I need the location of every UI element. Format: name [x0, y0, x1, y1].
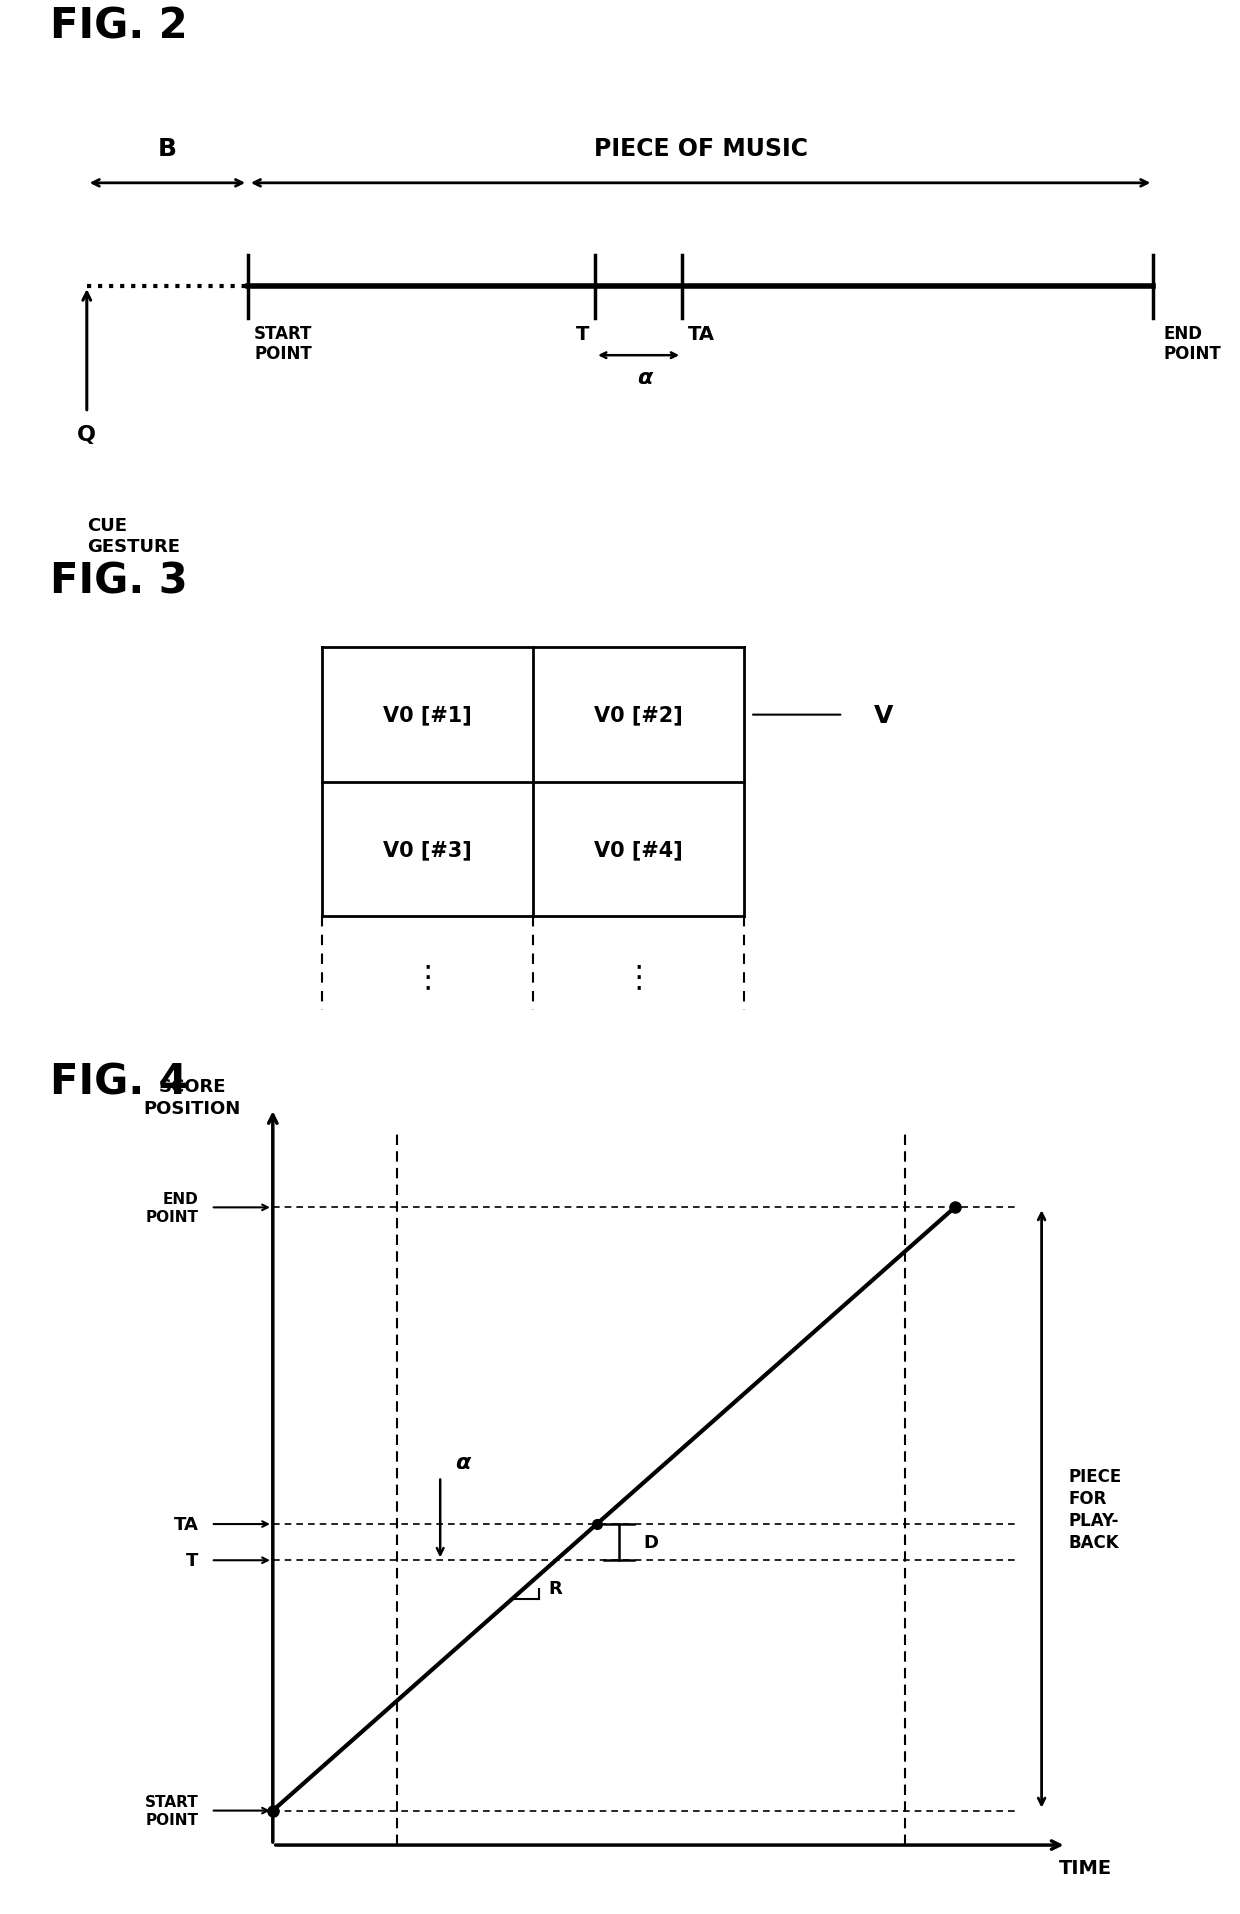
Text: α: α — [637, 367, 652, 387]
Text: START
POINT: START POINT — [145, 1795, 198, 1826]
Text: PIECE
FOR
PLAY-
BACK: PIECE FOR PLAY- BACK — [1069, 1466, 1122, 1552]
Text: D: D — [644, 1533, 658, 1552]
Text: T: T — [575, 323, 589, 343]
Text: TA: TA — [174, 1516, 198, 1533]
Text: TA: TA — [688, 323, 715, 343]
Text: END
POINT: END POINT — [1163, 323, 1221, 364]
Text: V: V — [874, 702, 894, 727]
Text: V0 [#2]: V0 [#2] — [594, 704, 683, 725]
Text: START
POINT: START POINT — [254, 323, 312, 364]
Text: FIG. 2: FIG. 2 — [50, 6, 187, 48]
Text: END
POINT: END POINT — [145, 1192, 198, 1223]
Text: B: B — [157, 136, 177, 161]
Text: R: R — [549, 1579, 563, 1596]
Text: ⋮: ⋮ — [413, 963, 443, 991]
Text: FIG. 4: FIG. 4 — [50, 1060, 187, 1102]
Text: ⋮: ⋮ — [624, 963, 653, 991]
Text: Q: Q — [77, 425, 97, 444]
Text: SCORE
POSITION: SCORE POSITION — [144, 1078, 241, 1118]
Text: FIG. 3: FIG. 3 — [50, 561, 187, 603]
Text: V0 [#4]: V0 [#4] — [594, 840, 683, 859]
Text: CUE
GESTURE: CUE GESTURE — [87, 517, 180, 555]
Text: TIME: TIME — [1059, 1858, 1111, 1878]
Text: V0 [#3]: V0 [#3] — [383, 840, 472, 859]
Text: PIECE OF MUSIC: PIECE OF MUSIC — [594, 136, 807, 161]
Text: α: α — [455, 1453, 470, 1472]
Text: V0 [#1]: V0 [#1] — [383, 704, 472, 725]
Text: T: T — [186, 1552, 198, 1569]
